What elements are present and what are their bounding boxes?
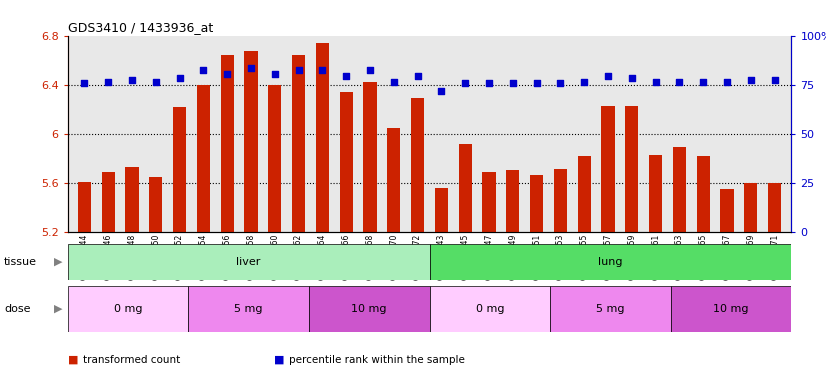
Text: GDS3410 / 1433936_at: GDS3410 / 1433936_at — [68, 21, 213, 34]
Bar — [292, 55, 305, 232]
Bar — [150, 177, 163, 232]
Text: 10 mg: 10 mg — [352, 304, 387, 314]
Text: transformed count: transformed count — [83, 355, 180, 365]
Bar — [363, 82, 377, 232]
Text: 5 mg: 5 mg — [235, 304, 263, 314]
Bar — [550, 286, 671, 332]
Text: percentile rank within the sample: percentile rank within the sample — [289, 355, 465, 365]
Point — [363, 67, 377, 73]
Bar — [339, 91, 353, 232]
Text: ■: ■ — [68, 355, 78, 365]
Point — [720, 78, 733, 84]
Point — [411, 73, 425, 79]
Bar — [434, 188, 448, 232]
Point — [78, 80, 91, 86]
Bar — [244, 51, 258, 232]
Bar — [625, 106, 638, 232]
Bar — [482, 172, 496, 232]
Text: ▶: ▶ — [54, 257, 62, 267]
Point — [434, 88, 448, 94]
Bar — [268, 86, 282, 232]
Text: 10 mg: 10 mg — [714, 304, 748, 314]
Point — [744, 76, 757, 83]
Text: ■: ■ — [274, 355, 285, 365]
Text: liver: liver — [236, 257, 261, 267]
Bar — [387, 128, 401, 232]
Point — [696, 78, 710, 84]
Point — [768, 76, 781, 83]
Bar — [744, 184, 757, 232]
Point — [221, 71, 234, 77]
Bar — [649, 155, 662, 232]
Bar — [126, 167, 139, 232]
Bar — [188, 286, 309, 332]
Point — [387, 78, 401, 84]
Point — [150, 78, 163, 84]
Bar — [554, 169, 567, 232]
Bar — [78, 182, 91, 232]
Point — [673, 78, 686, 84]
Bar — [720, 189, 733, 232]
Text: 0 mg: 0 mg — [476, 304, 504, 314]
Bar — [102, 172, 115, 232]
Point — [173, 74, 186, 81]
Text: lung: lung — [598, 257, 623, 267]
Bar — [173, 108, 186, 232]
Text: ▶: ▶ — [54, 304, 62, 314]
Point — [268, 71, 282, 77]
Point — [649, 78, 662, 84]
Point — [197, 67, 210, 73]
Point — [553, 80, 567, 86]
Bar — [430, 286, 550, 332]
Bar — [316, 43, 329, 232]
Point — [625, 74, 638, 81]
Point — [601, 73, 615, 79]
Bar — [671, 286, 791, 332]
Point — [244, 65, 258, 71]
Point — [458, 80, 472, 86]
Bar — [458, 144, 472, 232]
Bar — [221, 55, 234, 232]
Bar — [577, 156, 591, 232]
Point — [126, 76, 139, 83]
Text: 5 mg: 5 mg — [596, 304, 624, 314]
Bar — [430, 244, 791, 280]
Bar — [530, 175, 544, 232]
Point — [577, 78, 591, 84]
Point — [316, 67, 329, 73]
Bar — [768, 184, 781, 232]
Text: tissue: tissue — [4, 257, 37, 267]
Bar — [506, 170, 520, 232]
Point — [506, 80, 520, 86]
Bar — [197, 86, 210, 232]
Bar — [673, 147, 686, 232]
Bar — [68, 286, 188, 332]
Text: dose: dose — [4, 304, 31, 314]
Bar — [601, 106, 615, 232]
Bar — [411, 98, 425, 232]
Point — [292, 67, 306, 73]
Bar — [309, 286, 430, 332]
Point — [482, 80, 496, 86]
Bar — [696, 156, 710, 232]
Point — [339, 73, 353, 79]
Point — [102, 78, 115, 84]
Text: 0 mg: 0 mg — [114, 304, 142, 314]
Bar — [68, 244, 430, 280]
Point — [530, 80, 544, 86]
